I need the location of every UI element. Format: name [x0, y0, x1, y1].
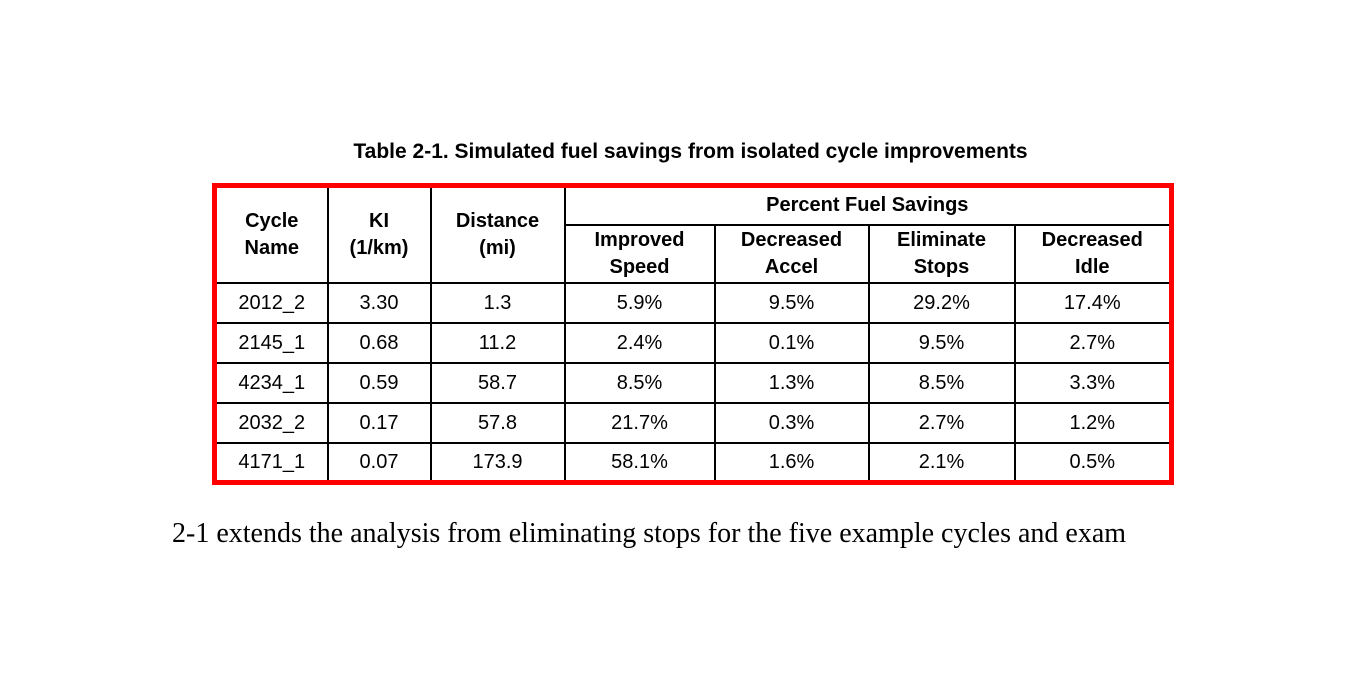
table-header-row-group: Cycle Name KI (1/km) Distance (mi) Perce… — [213, 184, 1173, 284]
cell-ki: 0.07 — [326, 441, 432, 484]
cell-improved-speed: 5.9% — [563, 281, 716, 324]
fuel-savings-table: Cycle Name KI (1/km) Distance (mi) Perce… — [212, 183, 1175, 485]
cell-cycle-name: 2145_1 — [213, 321, 329, 364]
col-header-eliminate-stops: Eliminate Stops — [867, 223, 1016, 284]
cell-ki: 0.59 — [326, 361, 432, 404]
cell-decreased-accel: 0.1% — [713, 321, 870, 364]
cell-improved-speed: 58.1% — [563, 441, 716, 484]
table-row: 2145_1 0.68 11.2 2.4% 0.1% 9.5% 2.7% — [213, 321, 1173, 364]
cell-distance: 173.9 — [429, 441, 566, 484]
cell-distance: 57.8 — [429, 401, 566, 444]
cell-cycle-name: 2012_2 — [213, 281, 329, 324]
cell-decreased-idle: 17.4% — [1013, 281, 1173, 324]
cell-decreased-idle: 3.3% — [1013, 361, 1173, 404]
cell-decreased-accel: 0.3% — [713, 401, 870, 444]
cell-eliminate-stops: 8.5% — [867, 361, 1016, 404]
col-header-decreased-idle: Decreased Idle — [1013, 223, 1173, 284]
cell-cycle-name: 4234_1 — [213, 361, 329, 404]
cell-ki: 0.68 — [326, 321, 432, 364]
cell-eliminate-stops: 2.7% — [867, 401, 1016, 444]
cell-distance: 58.7 — [429, 361, 566, 404]
cell-decreased-accel: 9.5% — [713, 281, 870, 324]
table-row: 2012_2 3.30 1.3 5.9% 9.5% 29.2% 17.4% — [213, 281, 1173, 324]
cell-distance: 11.2 — [429, 321, 566, 364]
table-caption: Table 2-1. Simulated fuel savings from i… — [353, 140, 1028, 163]
table-row: 4234_1 0.59 58.7 8.5% 1.3% 8.5% 3.3% — [213, 361, 1173, 404]
cell-decreased-idle: 1.2% — [1013, 401, 1173, 444]
col-header-improved-speed: Improved Speed — [563, 223, 716, 284]
table-row: 4171_1 0.07 173.9 58.1% 1.6% 2.1% 0.5% — [213, 441, 1173, 484]
cell-improved-speed: 21.7% — [563, 401, 716, 444]
cell-decreased-idle: 0.5% — [1013, 441, 1173, 484]
cell-cycle-name: 2032_2 — [213, 401, 329, 444]
cell-decreased-accel: 1.3% — [713, 361, 870, 404]
cell-improved-speed: 8.5% — [563, 361, 716, 404]
cell-cycle-name: 4171_1 — [213, 441, 329, 484]
cell-ki: 0.17 — [326, 401, 432, 444]
col-header-decreased-accel: Decreased Accel — [713, 223, 870, 284]
body-text: 2-1 extends the analysis from eliminatin… — [172, 518, 1127, 549]
cell-ki: 3.30 — [326, 281, 432, 324]
col-header-ki: KI (1/km) — [326, 184, 432, 284]
col-header-distance: Distance (mi) — [429, 184, 566, 284]
table-row: 2032_2 0.17 57.8 21.7% 0.3% 2.7% 1.2% — [213, 401, 1173, 444]
col-header-cycle-name: Cycle Name — [213, 184, 329, 284]
cell-improved-speed: 2.4% — [563, 321, 716, 364]
cell-decreased-accel: 1.6% — [713, 441, 870, 484]
group-header-percent-fuel-savings: Percent Fuel Savings — [563, 184, 1173, 226]
cell-decreased-idle: 2.7% — [1013, 321, 1173, 364]
cell-eliminate-stops: 9.5% — [867, 321, 1016, 364]
cell-distance: 1.3 — [429, 281, 566, 324]
cell-eliminate-stops: 29.2% — [867, 281, 1016, 324]
cell-eliminate-stops: 2.1% — [867, 441, 1016, 484]
table-header-row-sub: Improved Speed Decreased Accel Eliminate… — [215, 223, 1173, 284]
